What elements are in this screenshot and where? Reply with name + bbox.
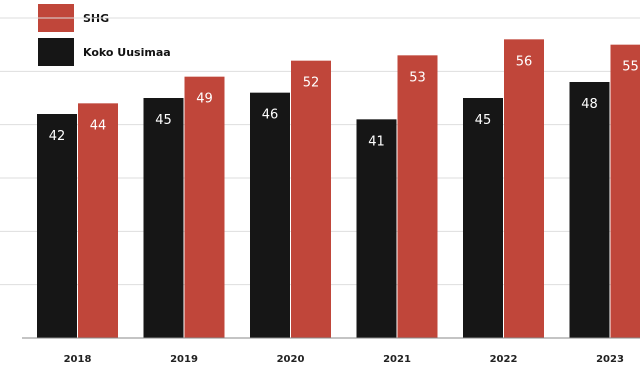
data-label: 46 [262, 108, 279, 123]
data-label: 49 [196, 92, 213, 107]
data-label: 53 [409, 70, 426, 85]
bar-shg-2023 [610, 44, 640, 339]
bars: 42 44 45 49 46 52 41 53 45 56 48 55 [37, 39, 640, 339]
x-tick-label: 2019 [170, 354, 198, 365]
x-tick-label: 2022 [490, 354, 518, 365]
data-label: 45 [475, 113, 492, 128]
x-tick-label: 2020 [277, 354, 305, 365]
data-label: 41 [368, 134, 385, 149]
bar-koko-uusimaa-2019 [143, 98, 184, 338]
x-tick-label: 2018 [64, 354, 92, 365]
data-label: 56 [516, 54, 533, 69]
bar-koko-uusimaa-2018 [37, 114, 77, 338]
data-label: 45 [155, 113, 172, 128]
legend-item-koko-uusimaa: Koko Uusimaa [38, 38, 171, 66]
x-tick-label: 2021 [383, 354, 411, 365]
legend-swatch-koko-uusimaa [38, 38, 74, 66]
bar-koko-uusimaa-2022 [463, 98, 503, 338]
data-label: 42 [49, 129, 66, 144]
bar-shg-2019 [184, 76, 225, 339]
legend-label-koko-uusimaa: Koko Uusimaa [83, 45, 171, 59]
bar-koko-uusimaa-2021 [356, 119, 397, 338]
bar-koko-uusimaa-2020 [250, 92, 290, 339]
bar-shg-2021 [397, 55, 438, 338]
bar-koko-uusimaa-2023 [569, 82, 610, 338]
x-axis-tick-labels: 2018 2019 2020 2021 2022 2023 [64, 354, 624, 365]
x-tick-label: 2023 [596, 354, 624, 365]
data-label: 55 [622, 60, 639, 75]
data-label: 48 [581, 97, 598, 112]
data-label: 44 [90, 118, 107, 133]
chart-legend: SHG Koko Uusimaa [38, 4, 171, 72]
bar-shg-2018 [78, 103, 118, 338]
bar-shg-2020 [291, 60, 331, 339]
data-label: 52 [303, 76, 320, 91]
bar-shg-2022 [504, 39, 544, 338]
